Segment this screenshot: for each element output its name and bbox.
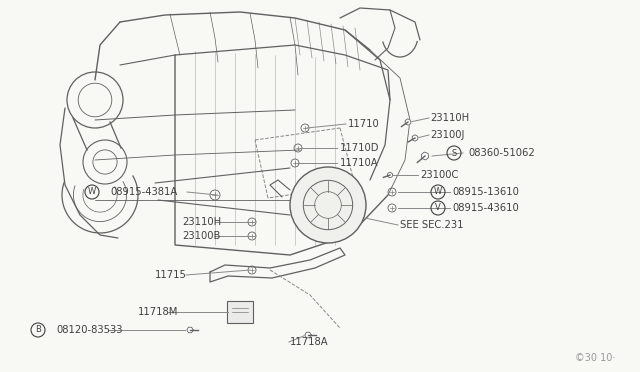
Text: S: S (451, 148, 456, 157)
Text: 08360-51062: 08360-51062 (468, 148, 535, 158)
Text: 11710D: 11710D (340, 143, 380, 153)
Text: ©30 10·: ©30 10· (575, 353, 616, 363)
Text: 11715: 11715 (155, 270, 187, 280)
Text: 23100C: 23100C (420, 170, 458, 180)
Text: 23110H: 23110H (430, 113, 469, 123)
Polygon shape (387, 172, 392, 178)
Text: 08915-43610: 08915-43610 (452, 203, 519, 213)
Text: B: B (35, 326, 41, 334)
Text: 11718A: 11718A (290, 337, 328, 347)
Text: 08915-4381A: 08915-4381A (110, 187, 177, 197)
Text: 23100B: 23100B (182, 231, 220, 241)
Text: W: W (88, 187, 96, 196)
Text: 08915-13610: 08915-13610 (452, 187, 519, 197)
Polygon shape (421, 152, 429, 160)
Polygon shape (405, 119, 411, 125)
Polygon shape (305, 332, 311, 338)
FancyBboxPatch shape (227, 301, 253, 323)
Text: 11710A: 11710A (340, 158, 379, 168)
Text: 08120-83533: 08120-83533 (56, 325, 122, 335)
Text: 23110H: 23110H (182, 217, 221, 227)
Text: SEE SEC.231: SEE SEC.231 (400, 220, 463, 230)
Text: V: V (435, 203, 441, 212)
Polygon shape (187, 327, 193, 333)
Text: W: W (434, 187, 442, 196)
Polygon shape (412, 135, 418, 141)
Circle shape (290, 167, 366, 243)
Text: 23100J: 23100J (430, 130, 465, 140)
Text: 11710: 11710 (348, 119, 380, 129)
Text: 11718M: 11718M (138, 307, 179, 317)
